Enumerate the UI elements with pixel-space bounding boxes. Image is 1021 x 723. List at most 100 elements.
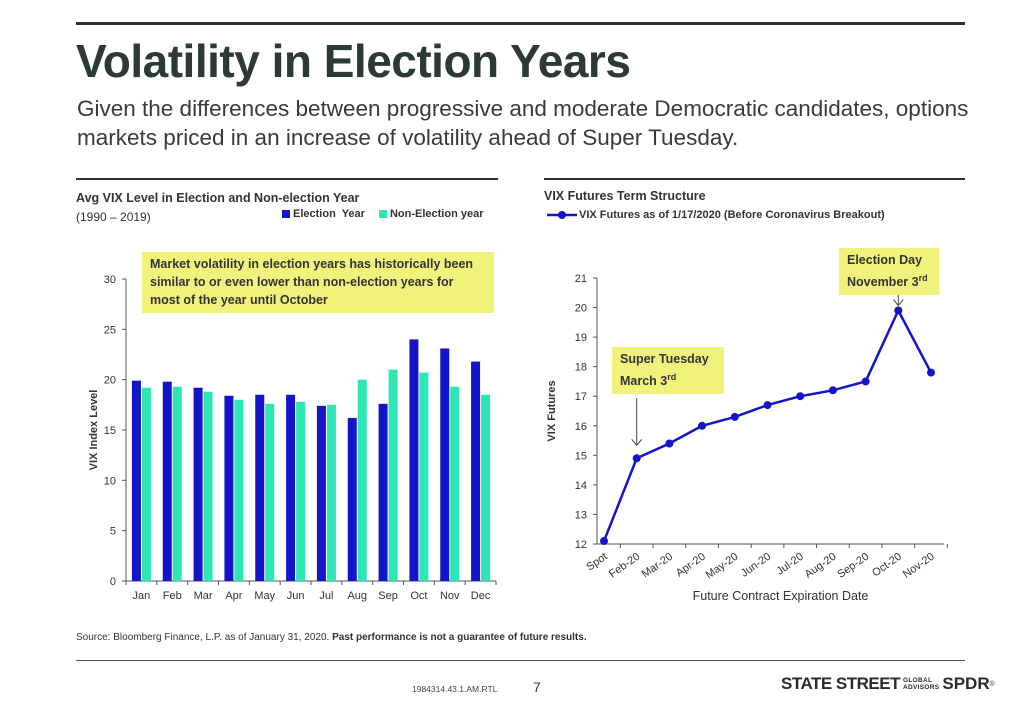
line-x-tick-label: Jun-20: [739, 551, 773, 580]
bar-election: [162, 381, 172, 581]
bar-y-tick-label: 10: [104, 475, 116, 487]
bar-election: [316, 405, 326, 581]
bar-non-election: [388, 369, 398, 581]
right-panel-rule: [544, 178, 965, 180]
line-x-tick-label: Apr-20: [674, 551, 708, 580]
bar-election: [255, 394, 265, 581]
bar-chart-callout: Market volatility in election years has …: [142, 252, 494, 313]
line-x-tick-label: Sep-20: [835, 551, 871, 581]
line-x-tick-label: Feb-20: [607, 551, 642, 581]
election-day-sup: rd: [918, 273, 928, 283]
bar-x-tick-label: May: [254, 590, 275, 602]
line-x-tick-label: Oct-20: [870, 551, 904, 580]
bar-non-election: [419, 372, 429, 581]
bar-election: [224, 395, 234, 581]
page-subtitle: Given the differences between progressiv…: [77, 96, 969, 150]
vix-futures-point: [861, 377, 870, 386]
source-note: Source: Bloomberg Finance, L.P. as of Ja…: [76, 632, 587, 643]
line-y-tick-label: 18: [575, 362, 587, 374]
vix-futures-point: [698, 421, 707, 430]
bar-election: [440, 348, 450, 581]
super-tuesday-line2: March 3: [620, 374, 668, 389]
line-x-tick-label: Jul-20: [774, 551, 805, 578]
election-day-callout: Election Day November 3rd: [839, 248, 939, 296]
bar-chart: 0 5 10 15 20 25 30 VIX Index Level Jan Feb Mar Apr M…: [88, 274, 497, 602]
vix-futures-point: [927, 368, 935, 377]
vix-futures-point: [828, 386, 837, 395]
left-panel-rule: [76, 178, 498, 180]
super-tuesday-callout: Super Tuesday March 3rd: [612, 347, 724, 395]
bar-election: [131, 380, 141, 581]
page-number: 7: [533, 679, 541, 695]
annotation-arrow-head: [631, 438, 643, 447]
bar-non-election: [265, 403, 275, 581]
bar-x-tick-label: Sep: [378, 590, 398, 602]
bar-x-tick-label: Nov: [440, 590, 460, 602]
line-y-tick-label: 19: [575, 332, 587, 344]
bar-chart-legend: Election Year Non-Election year: [282, 208, 483, 220]
legend-line-marker: [547, 211, 577, 219]
document-id: 1984314.43.1.AM.RTL: [412, 684, 498, 694]
brand-registered: ®: [989, 680, 995, 688]
legend-swatch-election: [282, 210, 290, 218]
line-y-tick-label: 12: [575, 539, 587, 551]
bar-non-election: [203, 391, 213, 581]
bar-y-tick-label: 15: [104, 425, 116, 437]
bar-election: [193, 387, 203, 581]
line-y-tick-label: 17: [575, 391, 587, 403]
brand-global-advisors: GLOBAL ADVISORS: [903, 677, 939, 691]
election-day-line2: November 3: [847, 275, 919, 290]
brand-global: GLOBAL: [903, 677, 933, 684]
bar-x-tick-label: Feb: [163, 590, 182, 602]
footer-rule: [76, 660, 965, 661]
vix-futures-point: [600, 537, 608, 546]
bar-x-tick-label: Mar: [194, 590, 213, 602]
vix-futures-point: [730, 412, 739, 421]
line-x-tick-label: Nov-20: [901, 551, 937, 581]
bar-election: [409, 339, 419, 581]
bar-non-election: [234, 399, 244, 581]
line-x-axis-label: Future Contract Expiration Date: [693, 589, 869, 603]
brand-logo: STATE STREET GLOBAL ADVISORS SPDR ®: [781, 674, 995, 694]
election-day-line1: Election Day: [847, 253, 923, 267]
bar-y-tick-label: 5: [110, 526, 116, 538]
bar-x-tick-label: Apr: [225, 590, 242, 602]
line-x-tick-label: Spot: [584, 551, 609, 574]
super-tuesday-sup: rd: [667, 372, 677, 382]
legend-swatch-non-election: [378, 210, 387, 218]
page-title: Volatility in Election Years: [76, 35, 631, 87]
bar-x-tick-label: Jul: [319, 590, 333, 602]
bar-non-election: [450, 386, 460, 581]
bar-non-election: [141, 387, 151, 581]
bar-x-tick-label: Oct: [410, 590, 427, 602]
vix-futures-line: [602, 309, 933, 542]
bar-election: [471, 361, 481, 581]
line-x-tick-label: Mar-20: [640, 551, 675, 581]
line-chart: 12 13 14 15 16 17 18 19 20 21 VIX Futures SpotFeb-2…: [546, 273, 948, 603]
brand-state-street: STATE STREET: [781, 674, 901, 693]
disclaimer-text: Past performance is not a guarantee of f…: [332, 632, 587, 643]
bar-non-election: [357, 379, 367, 581]
bar-y-tick-label: 30: [104, 274, 116, 286]
bar-y-tick-label: 25: [104, 324, 116, 336]
bar-non-election: [296, 401, 306, 581]
bar-election: [347, 417, 357, 581]
line-chart-title: VIX Futures Term Structure: [544, 189, 706, 203]
super-tuesday-line1: Super Tuesday: [620, 352, 709, 366]
bar-x-tick-label: Dec: [471, 590, 491, 602]
legend-label-vix-futures: VIX Futures as of 1/17/2020 (Before Coro…: [579, 209, 885, 221]
line-y-tick-label: 14: [575, 480, 587, 492]
annotation-arrow-head: [892, 299, 904, 307]
top-rule: [76, 22, 965, 25]
bar-x-tick-label: Jun: [287, 590, 305, 602]
bar-election: [286, 394, 296, 581]
brand-advisors: ADVISORS: [903, 684, 940, 691]
bar-non-election: [326, 404, 336, 581]
bar-election: [378, 403, 388, 581]
line-y-axis-label: VIX Futures: [546, 380, 558, 441]
legend-label-non-election: Non-Election year: [389, 208, 484, 220]
vix-futures-point: [632, 454, 641, 463]
line-x-tick-label: May-20: [704, 551, 741, 582]
line-y-tick-label: 15: [575, 450, 587, 462]
bar-y-axis-label: VIX Index Level: [88, 390, 100, 471]
